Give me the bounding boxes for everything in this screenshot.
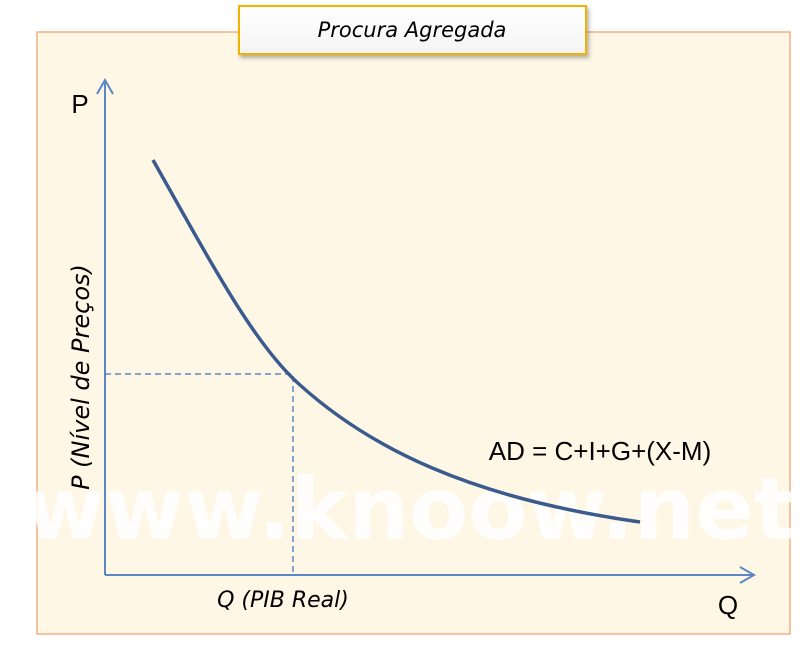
title-box [238, 5, 587, 55]
x-letter: Q [718, 590, 738, 620]
title: Procura Agregada [318, 18, 507, 42]
ad-curve [151, 159, 641, 524]
guide-line [105, 373, 294, 575]
x-axis-label: Q (PIB Real) [217, 588, 349, 613]
panel [36, 31, 791, 635]
x-arrow [739, 566, 757, 584]
curve-label: AD = C+I+G+(X-M) [489, 436, 712, 466]
y-axis-label: P (Nível de Preços) [67, 264, 95, 490]
watermark: www.knoow.net [25, 459, 794, 559]
y-letter: P [71, 89, 88, 119]
y-arrow [96, 77, 114, 95]
